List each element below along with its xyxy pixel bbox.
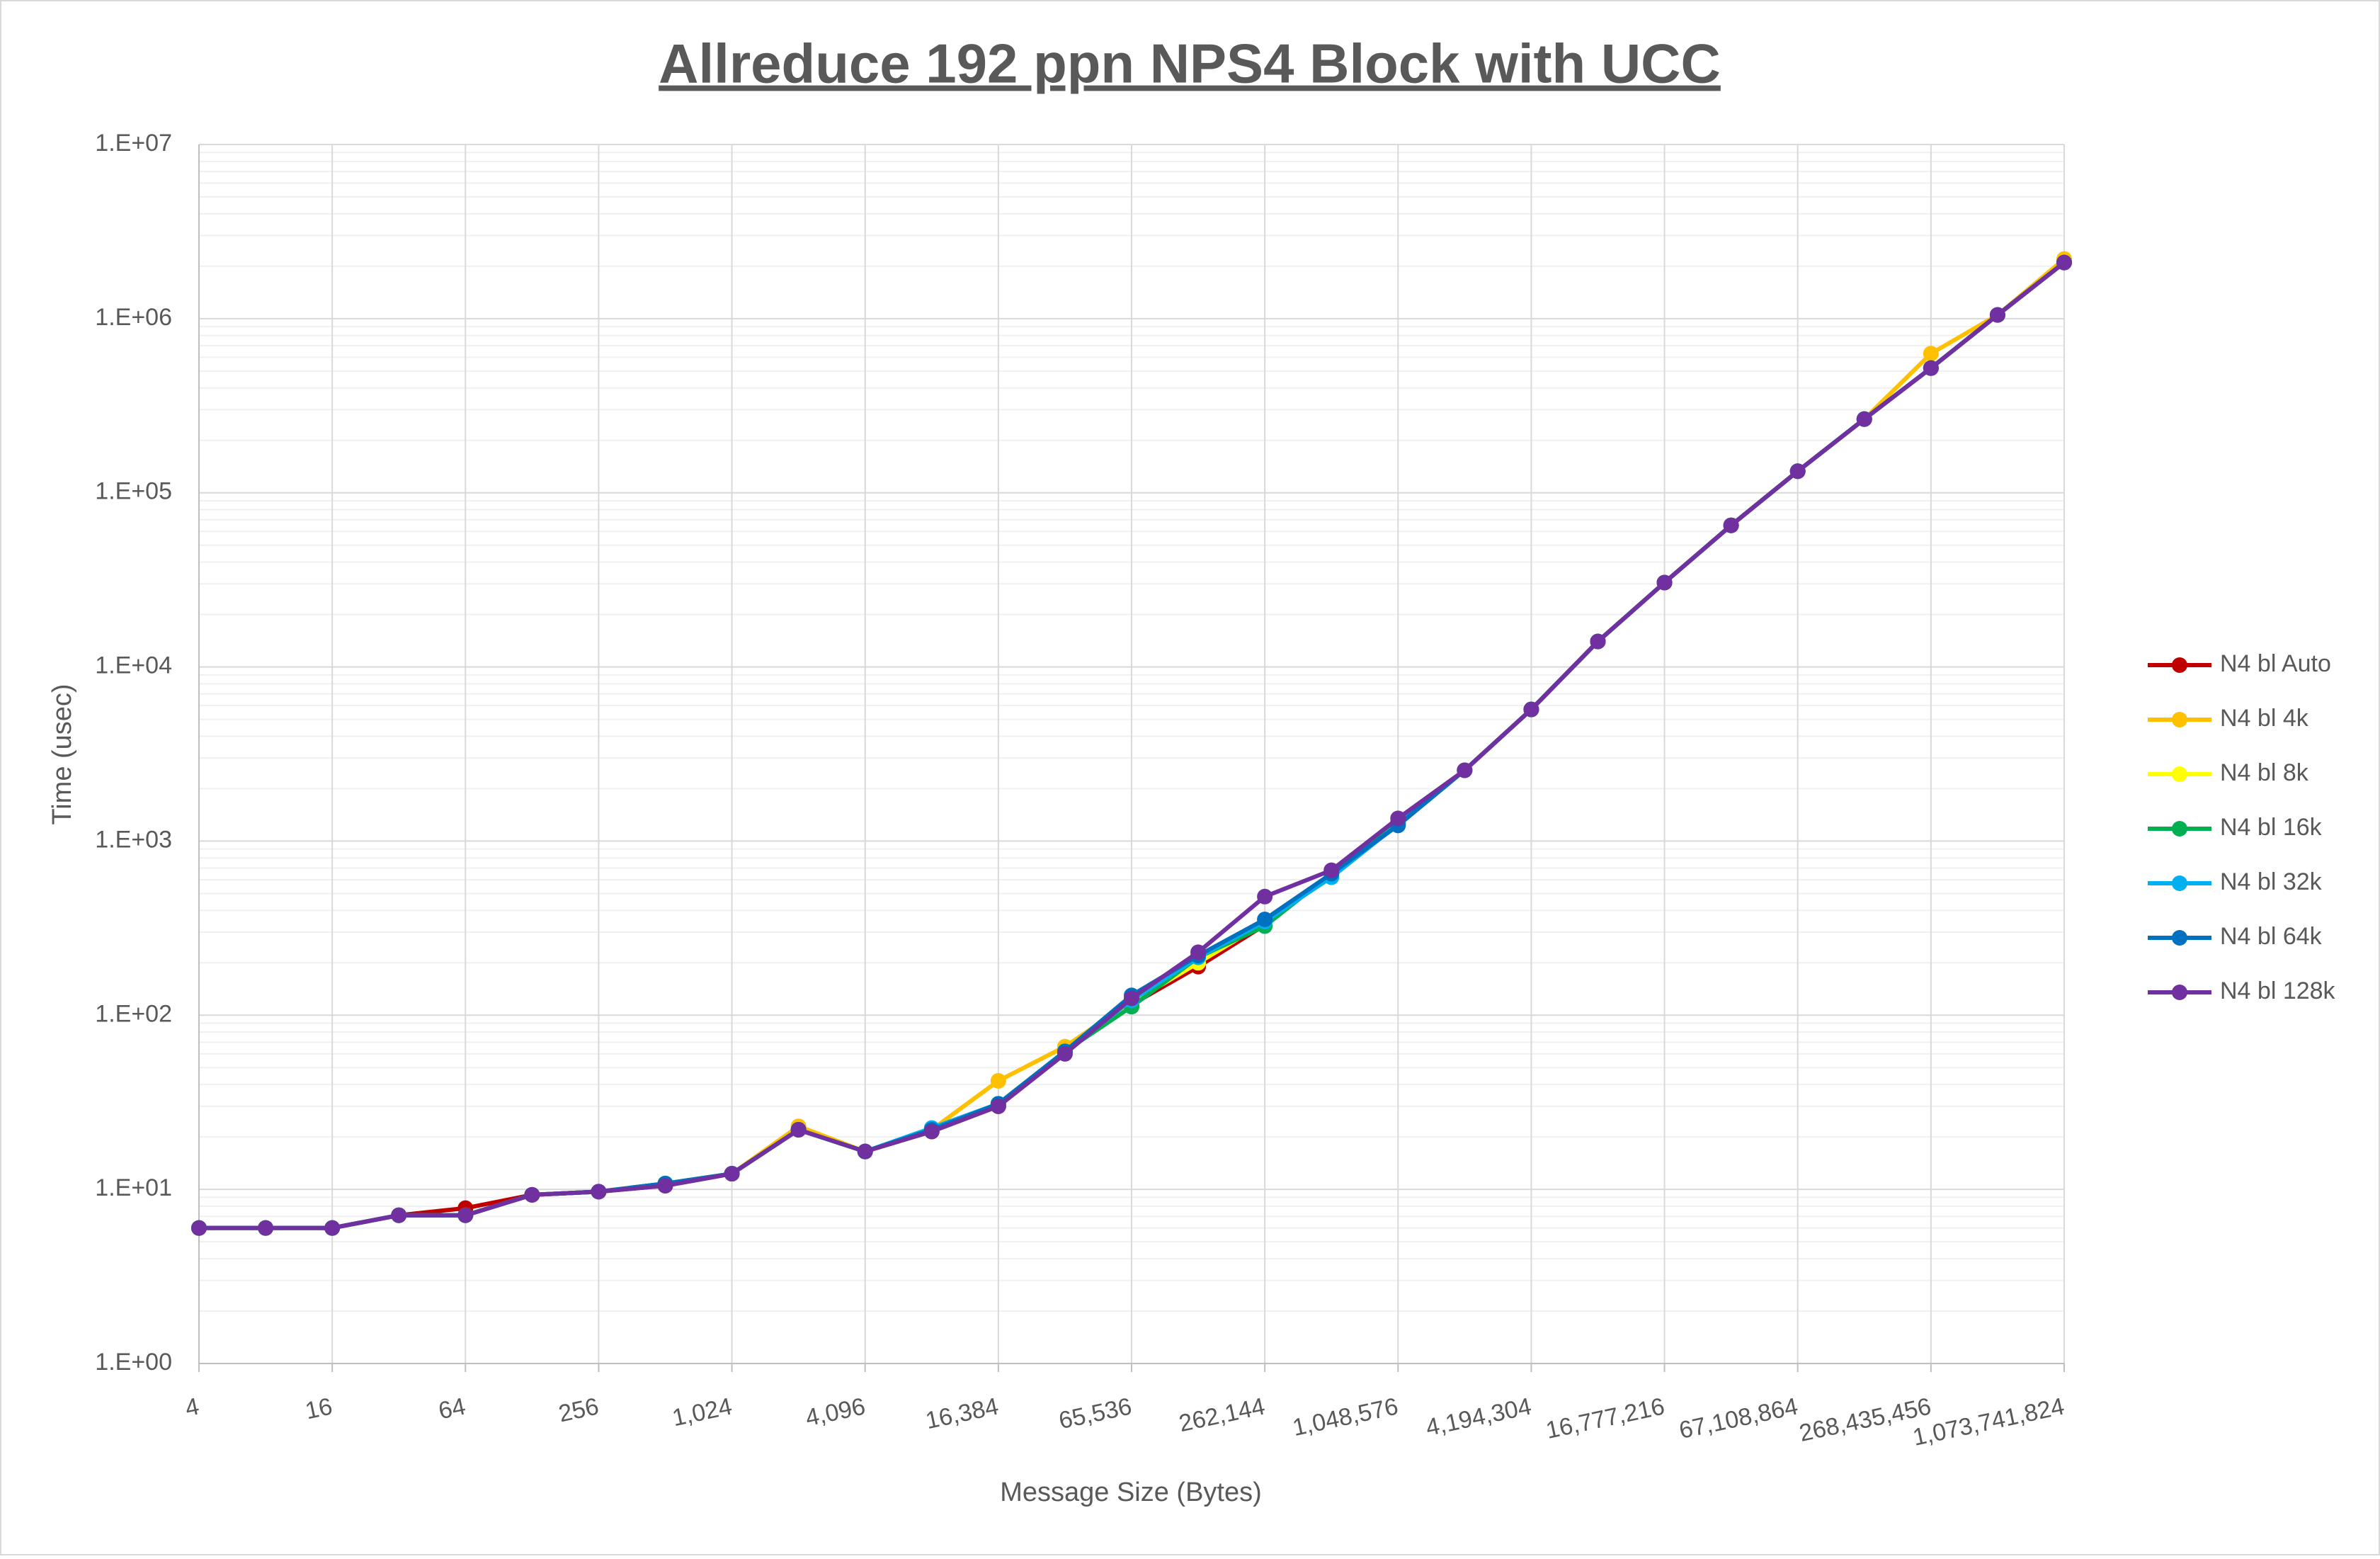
data-point: [1723, 517, 1739, 533]
legend-marker: [2172, 875, 2187, 891]
data-point: [1789, 463, 1806, 480]
legend-item: N4 bl 128k: [2148, 977, 2336, 1004]
y-tick-label: 1.E+06: [95, 304, 172, 331]
x-tick-label: 64: [436, 1393, 468, 1424]
data-point: [1856, 411, 1872, 427]
data-point: [1257, 912, 1273, 928]
legend-item: N4 bl 16k: [2148, 814, 2323, 841]
legend-marker: [2172, 766, 2187, 782]
legend-label: N4 bl 16k: [2220, 814, 2323, 841]
y-tick-label: 1.E+01: [95, 1174, 172, 1201]
legend-marker: [2172, 985, 2187, 1000]
data-point: [990, 1098, 1006, 1114]
legend-item: N4 bl 8k: [2148, 759, 2309, 786]
data-point: [258, 1220, 274, 1236]
legend-marker: [2172, 657, 2187, 673]
data-point: [923, 1123, 940, 1140]
data-point: [1523, 701, 1539, 718]
data-point: [1989, 307, 2005, 323]
data-point: [1257, 888, 1273, 905]
data-point: [657, 1177, 673, 1194]
x-tick-label: 16: [303, 1393, 335, 1424]
y-tick-label: 1.E+07: [95, 130, 172, 157]
data-point: [457, 1207, 474, 1223]
data-point: [324, 1220, 341, 1236]
data-point: [1323, 862, 1340, 878]
y-tick-label: 1.E+00: [95, 1349, 172, 1376]
data-point: [724, 1166, 740, 1182]
legend-label: N4 bl 32k: [2220, 868, 2323, 895]
y-tick-label: 1.E+03: [95, 826, 172, 853]
data-point: [524, 1186, 540, 1203]
y-tick-label: 1.E+05: [95, 478, 172, 505]
legend-label: N4 bl 4k: [2220, 705, 2309, 732]
data-point: [591, 1184, 607, 1200]
legend-item: N4 bl 4k: [2148, 705, 2309, 732]
data-point: [1390, 810, 1406, 827]
data-point: [1190, 944, 1207, 960]
data-point: [391, 1207, 407, 1223]
legend-label: N4 bl 64k: [2220, 923, 2323, 950]
chart-title: Allreduce 192 ppn NPS4 Block with UCC: [659, 33, 1721, 95]
data-point: [1656, 574, 1673, 591]
y-tick-label: 1.E+02: [95, 1000, 172, 1027]
data-point: [191, 1220, 207, 1236]
legend-label: N4 bl 128k: [2220, 977, 2336, 1004]
data-point: [1590, 633, 1606, 650]
legend-item: N4 bl Auto: [2148, 650, 2331, 677]
data-point: [2056, 254, 2072, 271]
data-point: [1057, 1045, 1073, 1062]
data-point: [790, 1121, 807, 1138]
data-point: [1457, 762, 1473, 778]
legend-item: N4 bl 64k: [2148, 923, 2323, 950]
data-point: [1923, 346, 1939, 362]
y-axis-title: Time (usec): [47, 684, 77, 824]
legend-item: N4 bl 32k: [2148, 868, 2323, 895]
data-point: [990, 1072, 1006, 1089]
legend-marker: [2172, 821, 2187, 837]
x-axis-title: Message Size (Bytes): [1000, 1478, 1262, 1507]
legend-label: N4 bl 8k: [2220, 759, 2309, 786]
legend-label: N4 bl Auto: [2220, 650, 2331, 677]
legend-marker: [2172, 712, 2187, 727]
y-tick-label: 1.E+04: [95, 652, 172, 679]
data-point: [857, 1143, 873, 1160]
legend-marker: [2172, 930, 2187, 946]
data-point: [1124, 990, 1139, 1007]
data-point: [1923, 360, 1939, 376]
